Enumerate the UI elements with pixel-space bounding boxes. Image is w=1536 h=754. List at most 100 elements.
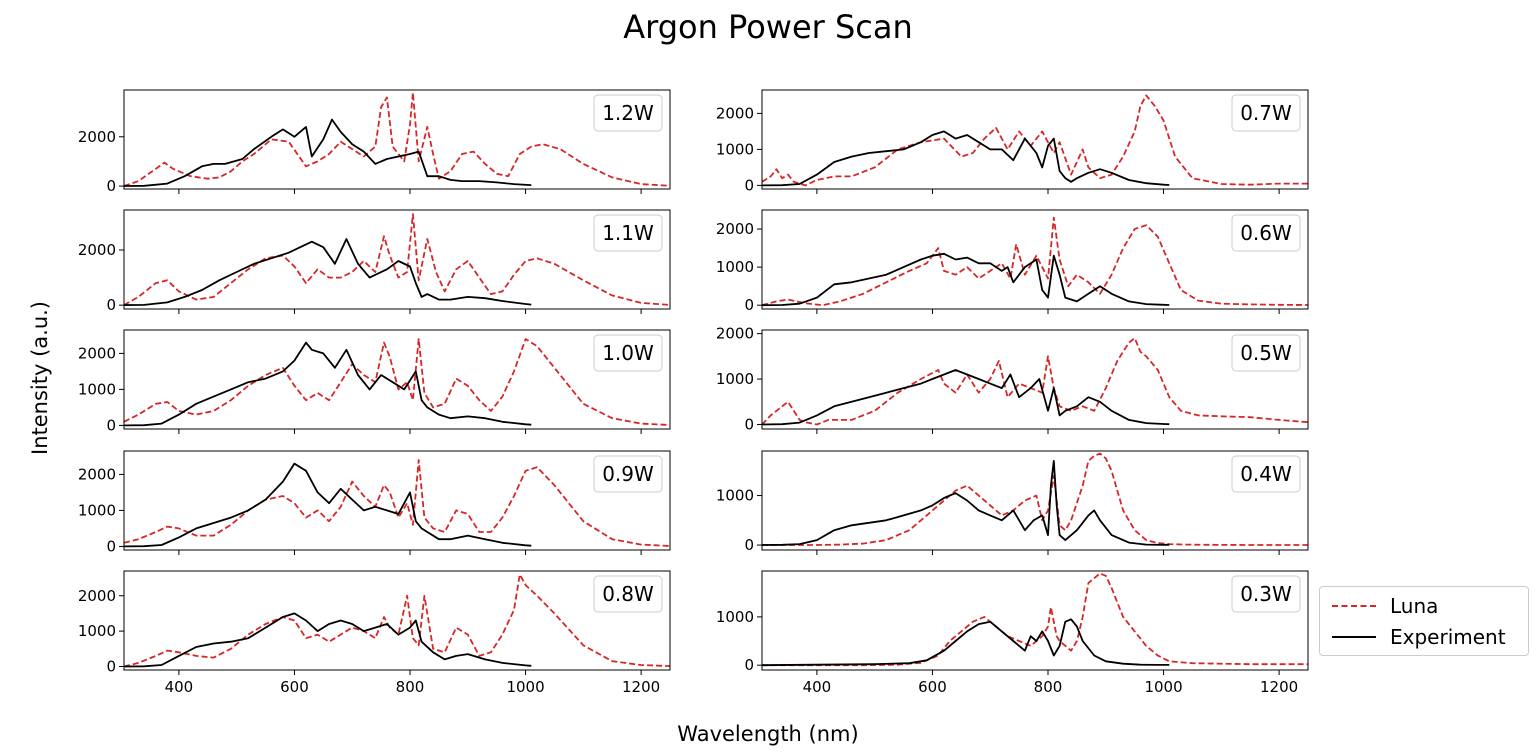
chart-legend: Luna Experiment (1319, 586, 1529, 656)
panel-label-box-1-2w (593, 94, 663, 132)
panel-0-7w: 0 1000 2000 0.7W (716, 89, 1309, 194)
y-tick-label-1-1w-0: 0 (106, 296, 116, 314)
y-tick-label-0-9w-2000: 2000 (78, 465, 116, 483)
panel-1-2w: 0 2000 1.2W (78, 89, 671, 195)
x-tick-label-0-8w-1200: 1200 (622, 678, 660, 696)
series-line-luna-0-4w (762, 452, 1308, 546)
chart-title: Argon Power Scan (623, 8, 913, 46)
panel-0-8w: 0 1000 2000 400 600 800 1000 1200 0.8W (78, 570, 671, 696)
panel-label-1-0w: 1.0W (602, 341, 654, 365)
y-tick-label-0-7w-2000: 2000 (716, 104, 754, 122)
y-tick-label-0-9w-1000: 1000 (78, 501, 116, 519)
axes-frame-0-4w (761, 450, 1309, 551)
legend-label-luna: Luna (1390, 594, 1439, 618)
y-tick-label-0-3w-0: 0 (744, 656, 754, 674)
legend-swatch-luna (1332, 605, 1376, 607)
axes-frame-0-9w (123, 450, 671, 551)
y-tick-label-0-6w-0: 0 (744, 296, 754, 314)
panel-0-4w: 0 1000 0.4W (716, 450, 1309, 555)
series-line-luna-0-7w (762, 94, 1308, 187)
x-tick-label-0-3w-400: 400 (803, 678, 832, 696)
y-tick-label-0-8w-0: 0 (106, 657, 116, 675)
series-line-experiment-0-8w (124, 612, 532, 668)
y-tick-label-0-8w-2000: 2000 (78, 587, 116, 605)
y-tick-label-0-3w-1000: 1000 (716, 608, 754, 626)
y-tick-label-1-0w-2000: 2000 (78, 344, 116, 362)
axes-frame-0-3w (761, 570, 1309, 671)
panel-label-0-8w: 0.8W (602, 582, 654, 606)
x-tick-label-0-3w-1000: 1000 (1144, 678, 1182, 696)
panel-0-5w: 0 1000 2000 0.5W (716, 325, 1309, 434)
x-tick-label-0-8w-800: 800 (396, 678, 425, 696)
y-tick-label-0-7w-0: 0 (744, 176, 754, 194)
series-line-experiment-1-2w (124, 118, 532, 187)
series-line-experiment-0-5w (762, 369, 1170, 426)
panel-0-6w: 0 1000 2000 0.6W (716, 209, 1309, 314)
legend-swatch-experiment (1332, 636, 1376, 638)
series-line-luna-0-6w (762, 216, 1308, 307)
x-tick-label-0-8w-600: 600 (280, 678, 309, 696)
x-tick-label-0-3w-1200: 1200 (1260, 678, 1298, 696)
panel-label-0-9w: 0.9W (602, 462, 654, 486)
x-tick-label-0-3w-600: 600 (918, 678, 947, 696)
series-line-experiment-0-3w (762, 618, 1170, 667)
legend-item-experiment: Experiment (1320, 622, 1528, 652)
panel-label-box-0-4w (1231, 455, 1301, 493)
panel-label-0-6w: 0.6W (1240, 221, 1292, 245)
panel-label-1-1w: 1.1W (602, 221, 654, 245)
panel-label-0-3w: 0.3W (1240, 582, 1292, 606)
y-tick-label-0-6w-1000: 1000 (716, 258, 754, 276)
series-line-luna-1-1w (124, 213, 670, 306)
axes-frame-0-7w (761, 89, 1309, 190)
x-tick-label-0-8w-400: 400 (165, 678, 194, 696)
series-line-luna-0-9w (124, 459, 670, 547)
y-tick-label-0-6w-2000: 2000 (716, 220, 754, 238)
series-line-experiment-0-6w (762, 252, 1170, 307)
y-tick-label-1-1w-2000: 2000 (78, 241, 116, 259)
panel-label-box-0-8w (593, 575, 663, 613)
panel-label-0-7w: 0.7W (1240, 101, 1292, 125)
panel-label-box-0-5w (1231, 334, 1301, 372)
series-line-experiment-1-0w (124, 341, 532, 427)
series-line-experiment-0-7w (762, 130, 1170, 187)
series-line-experiment-0-4w (762, 459, 1170, 546)
y-tick-label-1-0w-1000: 1000 (78, 380, 116, 398)
y-tick-label-0-5w-0: 0 (744, 415, 754, 433)
panel-label-box-1-0w (593, 334, 663, 372)
panel-0-9w: 0 1000 2000 0.9W (78, 450, 671, 555)
panel-label-box-1-1w (593, 214, 663, 252)
y-tick-label-0-4w-0: 0 (744, 536, 754, 554)
x-tick-label-0-3w-800: 800 (1034, 678, 1063, 696)
panel-label-box-0-9w (593, 455, 663, 493)
panel-label-box-0-3w (1231, 575, 1301, 613)
panel-0-3w: 0 1000 400 600 800 1000 1200 0.3W (716, 570, 1309, 696)
panel-1-1w: 0 2000 1.1W (78, 209, 671, 314)
x-tick-label-0-8w-1000: 1000 (506, 678, 544, 696)
series-line-luna-0-8w (124, 573, 670, 668)
y-tick-label-1-2w-2000: 2000 (78, 128, 116, 146)
y-tick-label-1-0w-0: 0 (106, 416, 116, 434)
series-line-experiment-1-1w (124, 238, 532, 306)
series-line-experiment-0-9w (124, 462, 532, 548)
axes-frame-1-0w (123, 329, 671, 430)
y-tick-label-0-5w-1000: 1000 (716, 370, 754, 388)
panel-label-0-5w: 0.5W (1240, 341, 1292, 365)
panel-1-0w: 0 1000 2000 1.0W (78, 329, 671, 434)
axes-frame-0-5w (761, 329, 1309, 430)
panel-label-0-4w: 0.4W (1240, 462, 1292, 486)
panel-label-box-0-6w (1231, 214, 1301, 252)
legend-label-experiment: Experiment (1390, 625, 1506, 649)
series-line-luna-0-5w (762, 337, 1308, 426)
y-tick-label-0-8w-1000: 1000 (78, 622, 116, 640)
panel-label-box-0-7w (1231, 94, 1301, 132)
axes-frame-1-1w (123, 209, 671, 310)
y-tick-label-0-7w-1000: 1000 (716, 140, 754, 158)
y-tick-label-0-9w-0: 0 (106, 537, 116, 555)
x-axis-label: Wavelength (nm) (677, 722, 859, 746)
panel-label-1-2w: 1.2W (602, 101, 654, 125)
series-line-luna-1-0w (124, 338, 670, 426)
legend-item-luna: Luna (1320, 591, 1528, 621)
y-tick-label-0-5w-2000: 2000 (716, 325, 754, 343)
axes-frame-1-2w (123, 89, 671, 190)
